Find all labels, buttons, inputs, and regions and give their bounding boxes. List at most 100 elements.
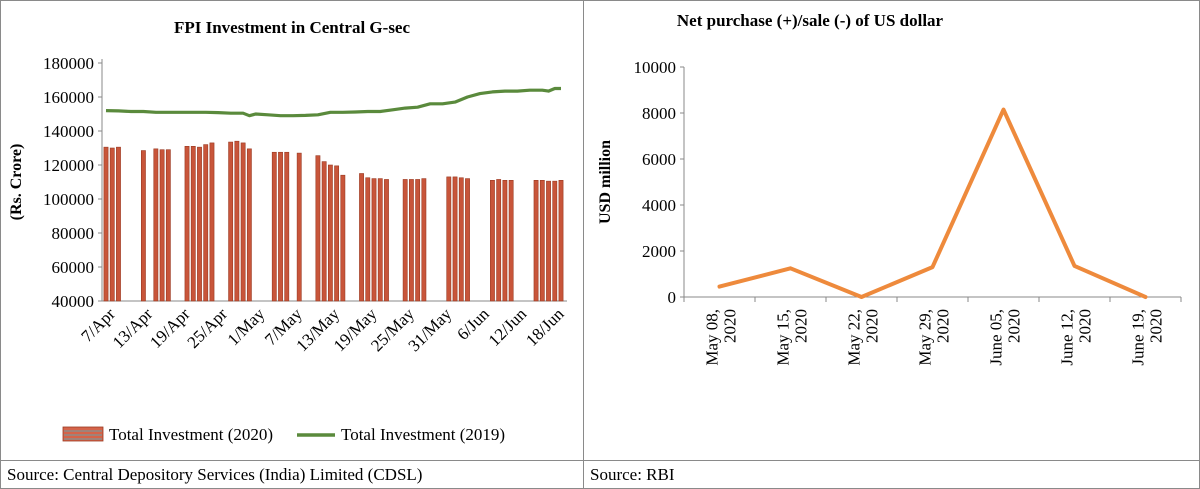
y-tick-label: 160000 [43, 88, 94, 107]
bar [321, 161, 327, 302]
series-line-net-purchase [717, 107, 1148, 299]
x-tick-label: 1/May [224, 304, 269, 349]
bar [246, 148, 252, 302]
y-tick-label: 40000 [52, 292, 95, 311]
fpi-investment-chart: FPI Investment in Central G-sec 40000 6000… [8, 18, 568, 444]
y-tick-label: 100000 [43, 190, 94, 209]
chart-title: Net purchase (+)/sale (-) of US dollar [677, 11, 944, 30]
bar [365, 177, 371, 302]
series-line-2019 [105, 86, 561, 118]
x-tick-label-line1: June 19, [1129, 309, 1148, 366]
bar [371, 178, 377, 302]
bar [284, 151, 290, 302]
y-tick-label: 180000 [43, 54, 94, 73]
bar [315, 155, 321, 302]
bar [327, 164, 333, 302]
bar [159, 149, 165, 302]
y-tick-label: 60000 [52, 258, 95, 277]
bar [240, 142, 246, 302]
bar [116, 146, 121, 302]
x-tick-label: June 05, 2020 [987, 309, 1024, 366]
chart-title: FPI Investment in Central G-sec [174, 18, 411, 37]
x-tick-label-line2: 2020 [863, 309, 882, 343]
bar [446, 176, 452, 302]
x-tick-label-line2: 2020 [1005, 309, 1024, 343]
x-tick-label: May 15, 2020 [774, 309, 811, 366]
source-note-left: Source: Central Depository Services (Ind… [1, 460, 583, 489]
bar [508, 180, 514, 302]
y-tick-label: 4000 [642, 196, 676, 215]
bar [109, 147, 115, 302]
x-tick-label: 19/Apr [146, 304, 194, 352]
y-tick-label: 8000 [642, 104, 676, 123]
y-axis-label: (Rs. Crore) [8, 144, 25, 221]
bar [165, 149, 171, 302]
legend-label-2020: Total Investment (2020) [109, 425, 273, 444]
x-tick-label-line1: June 12, [1058, 309, 1077, 366]
x-tick-label-line1: May 15, [774, 309, 793, 366]
bar [452, 176, 458, 302]
bar [140, 150, 146, 302]
y-tick-label: 120000 [43, 156, 94, 175]
bar [546, 180, 551, 302]
bar [197, 146, 202, 302]
bar [340, 174, 346, 302]
y-tick-label: 10000 [634, 58, 677, 77]
x-tick-label: 13/Apr [109, 304, 157, 352]
bar [190, 146, 196, 302]
x-tick-label-line1: June 05, [987, 309, 1006, 366]
bar [334, 165, 340, 302]
x-tick-label: May 08, 2020 [703, 309, 740, 366]
bar [271, 151, 277, 302]
x-tick-label-line2: 2020 [792, 309, 811, 343]
y-tick-label: 80000 [52, 224, 95, 243]
x-tick-label-line2: 2020 [721, 309, 740, 343]
bar [496, 179, 502, 302]
y-tick-label: 140000 [43, 122, 94, 141]
bar [533, 180, 539, 302]
bar [552, 180, 558, 302]
bar [415, 179, 421, 302]
bar [377, 178, 383, 302]
left-panel: FPI Investment in Central G-sec 40000 6000… [0, 0, 583, 489]
bar [458, 177, 464, 302]
bar [409, 179, 414, 302]
y-tick-label: 6000 [642, 150, 676, 169]
bar [502, 180, 508, 302]
x-tick-label: May 22, 2020 [845, 309, 882, 366]
bar [203, 144, 209, 302]
x-tick-label: 31/May [405, 304, 456, 355]
bar [103, 146, 109, 302]
bar [421, 178, 427, 302]
bar [539, 180, 545, 302]
bar [402, 179, 408, 302]
bar [209, 142, 215, 302]
bar [184, 146, 190, 302]
bar [558, 180, 564, 302]
x-tick-label-line2: 2020 [1076, 309, 1095, 343]
bar [384, 179, 389, 302]
bar [359, 173, 364, 302]
x-tick-label-line1: May 08, [703, 309, 722, 366]
bar [234, 140, 240, 302]
source-note-right: Source: RBI [584, 460, 1199, 489]
x-tick-label: June 19, 2020 [1129, 309, 1166, 366]
y-axis-label: USD million [597, 140, 614, 224]
y-tick-label: 0 [668, 288, 677, 307]
right-panel: Net purchase (+)/sale (-) of US dollar 0 2… [583, 0, 1200, 489]
legend-label-2019: Total Investment (2019) [341, 425, 505, 444]
us-dollar-chart: Net purchase (+)/sale (-) of US dollar 0 2… [597, 11, 1182, 366]
x-tick-label-line2: 2020 [1147, 309, 1166, 343]
x-tick-label-line2: 2020 [934, 309, 953, 343]
bar [465, 178, 470, 302]
bar [296, 152, 302, 302]
bar [490, 180, 495, 302]
bar [228, 141, 234, 302]
x-tick-label: June 12, 2020 [1058, 309, 1095, 366]
x-tick-label: May 29, 2020 [916, 309, 953, 366]
x-tick-label: 12/Jun [485, 304, 531, 350]
x-tick-label: 25/Apr [184, 304, 232, 352]
bar [278, 151, 283, 302]
x-tick-label-line1: May 22, [845, 309, 864, 366]
bar [153, 148, 159, 302]
